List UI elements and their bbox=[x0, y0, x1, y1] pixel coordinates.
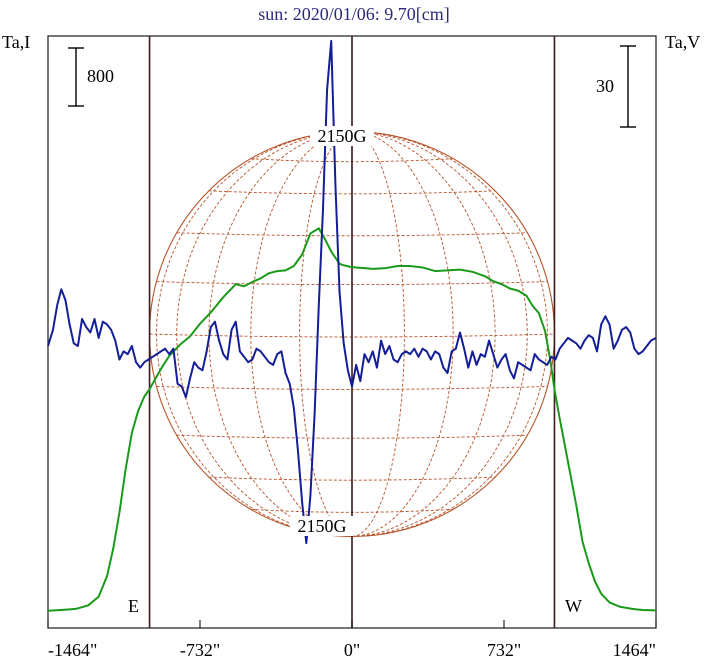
west-limb-label: W bbox=[565, 596, 582, 616]
x-tick-label: -1464" bbox=[48, 640, 97, 660]
disk-longitude-line bbox=[351, 131, 549, 537]
south-label-bg bbox=[290, 516, 354, 536]
disk-longitude-line bbox=[351, 131, 454, 537]
north-label-bg bbox=[310, 126, 374, 146]
disk-north-label: 2150G bbox=[318, 126, 367, 146]
left-scale-bar bbox=[68, 47, 84, 107]
right-scale-bar-label: 30 bbox=[596, 76, 614, 96]
disk-latitude-line bbox=[208, 476, 496, 481]
disk-south-label: 2150G bbox=[298, 516, 347, 536]
x-tick-label: 1464" bbox=[613, 640, 656, 660]
left-axis-label: Ta,I bbox=[2, 32, 30, 52]
x-tick-label: -732" bbox=[180, 640, 220, 660]
right-axis-label: Ta,V bbox=[665, 32, 700, 52]
left-scale-bar-label: 800 bbox=[87, 66, 114, 86]
polarization-series-line bbox=[47, 39, 657, 545]
disk-longitude-line bbox=[351, 131, 528, 537]
disk-longitude-line bbox=[351, 131, 405, 537]
disk-longitude-line bbox=[299, 131, 353, 537]
chart-title: sun: 2020/01/06: 9.70[cm] bbox=[258, 4, 450, 24]
x-axis: -1464" -732" 0" 732" 1464" bbox=[47, 620, 657, 660]
east-limb-label: E bbox=[128, 596, 139, 616]
x-tick-label: 0" bbox=[344, 640, 360, 660]
right-scale-bar bbox=[620, 45, 636, 128]
x-tick-label: 732" bbox=[487, 640, 521, 660]
intensity-series-line bbox=[47, 227, 657, 612]
disk-longitude-line bbox=[351, 131, 496, 537]
disk-longitude-line bbox=[250, 131, 353, 537]
disk-longitude-line bbox=[176, 131, 353, 537]
disk-longitude-line bbox=[155, 131, 353, 537]
disk-latitude-line bbox=[208, 190, 496, 195]
data-series bbox=[47, 39, 657, 612]
